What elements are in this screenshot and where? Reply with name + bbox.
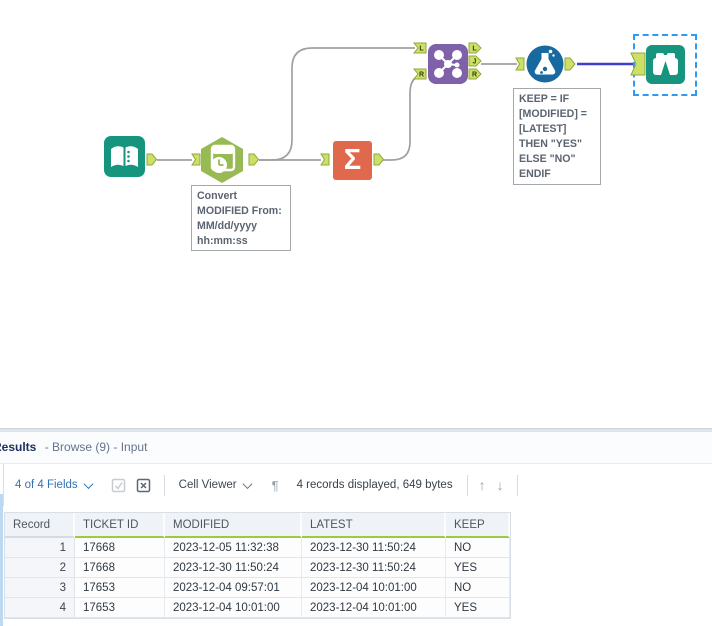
panel-left-strip (0, 494, 3, 626)
cell-latest[interactable]: 2023-12-04 10:01:00 (302, 578, 446, 598)
cell-latest[interactable]: 2023-12-04 10:01:00 (302, 598, 446, 618)
cell-keep[interactable]: NO (446, 578, 510, 598)
browse-tool[interactable] (646, 45, 685, 89)
input-data-icon (104, 136, 145, 177)
cell-viewer-dropdown[interactable]: Cell Viewer (178, 478, 253, 491)
panel-divider[interactable] (0, 428, 712, 432)
cell-ticket-id[interactable]: 17668 (75, 558, 165, 578)
pilcrow-icon[interactable]: ¶ (271, 477, 279, 493)
table-row: 3 17653 2023-12-04 09:57:01 2023-12-04 1… (5, 578, 510, 598)
results-breadcrumb: - Browse (9) - Input (44, 440, 148, 454)
results-title: Results (0, 440, 37, 454)
join-out-R-label: R (472, 72, 477, 79)
input-output-anchor[interactable] (146, 153, 158, 166)
cell-keep[interactable]: YES (446, 598, 510, 618)
join-input-L-anchor[interactable] (412, 42, 427, 54)
sigma-icon: Σ (343, 144, 362, 176)
cell-record[interactable]: 2 (5, 558, 75, 578)
summarize-output-anchor[interactable] (373, 153, 385, 166)
results-panel: Results - Browse (9) - Input 4 of 4 Fiel… (0, 428, 712, 626)
join-in-L-label: L (419, 46, 424, 53)
select-all-checkbox-icon[interactable] (111, 478, 126, 493)
chevron-down-icon (242, 478, 253, 489)
cell-record[interactable]: 3 (5, 578, 75, 598)
connection-wires: L R L J R (146, 42, 646, 166)
column-header-ticket-id[interactable]: TICKET ID (75, 513, 165, 538)
table-row: 4 17653 2023-12-04 10:01:00 2023-12-04 1… (5, 598, 510, 618)
join-in-R-label: R (419, 72, 424, 79)
join-out-J-label: J (473, 59, 477, 66)
wire-datetime-join-L (259, 47, 415, 161)
cell-modified[interactable]: 2023-12-05 11:32:38 (165, 538, 302, 558)
datetime-icon (201, 137, 243, 183)
results-toolbar: 4 of 4 Fields Cell Viewer ¶ 4 records di… (3, 464, 708, 506)
up-arrow-button[interactable]: ↑ (478, 477, 486, 493)
join-tool[interactable] (428, 44, 468, 89)
fields-dropdown-label: 4 of 4 Fields (15, 479, 78, 491)
formula-output-anchor[interactable] (564, 57, 576, 71)
deselect-all-icon[interactable] (136, 478, 151, 493)
wire-summarize-join-R (383, 74, 426, 161)
browse-binoculars-icon (646, 45, 685, 84)
cell-modified[interactable]: 2023-12-04 09:57:01 (165, 578, 302, 598)
cell-modified[interactable]: 2023-12-04 10:01:00 (165, 598, 302, 618)
table-row: 1 17668 2023-12-05 11:32:38 2023-12-30 1… (5, 538, 510, 558)
selection-rectangle (633, 34, 697, 96)
join-output-R-anchor[interactable] (468, 68, 482, 80)
formula-input-anchor[interactable] (515, 57, 525, 71)
input-data-tool[interactable] (104, 136, 145, 182)
records-info: 4 records displayed, 649 bytes (296, 479, 453, 491)
join-icon (428, 44, 468, 84)
formula-annotation[interactable]: KEEP = IF [MODIFIED] = [LATEST] THEN "YE… (513, 88, 601, 185)
cell-latest[interactable]: 2023-12-30 11:50:24 (302, 538, 446, 558)
datetime-annotation[interactable]: Convert MODIFIED From: MM/dd/yyyy hh:mm:… (191, 185, 291, 251)
fields-dropdown[interactable]: 4 of 4 Fields (15, 478, 94, 491)
down-arrow-button[interactable]: ↓ (496, 477, 504, 493)
column-header-keep[interactable]: KEEP (446, 513, 510, 538)
datetime-input-anchor[interactable] (191, 153, 201, 166)
cell-record[interactable]: 4 (5, 598, 75, 618)
cell-record[interactable]: 1 (5, 538, 75, 558)
formula-flask-icon (526, 45, 564, 83)
browse-input-anchor[interactable] (630, 52, 646, 76)
workflow-canvas[interactable]: L R L J R Σ (0, 0, 712, 428)
toolbar-separator (163, 474, 165, 496)
results-table: Record TICKET ID MODIFIED LATEST KEEP 1 … (4, 512, 511, 619)
column-header-record[interactable]: Record (5, 513, 75, 538)
datetime-tool[interactable] (199, 137, 245, 188)
column-header-modified[interactable]: MODIFIED (165, 513, 302, 538)
cell-keep[interactable]: NO (446, 538, 510, 558)
results-title-bar: Results - Browse (9) - Input (0, 432, 712, 464)
join-out-L-label: L (472, 46, 477, 53)
cell-ticket-id[interactable]: 17653 (75, 578, 165, 598)
chevron-down-icon (83, 478, 94, 489)
cell-modified[interactable]: 2023-12-30 11:50:24 (165, 558, 302, 578)
toolbar-separator (466, 474, 468, 496)
toolbar-separator (516, 474, 518, 496)
cell-ticket-id[interactable]: 17653 (75, 598, 165, 618)
column-header-latest[interactable]: LATEST (302, 513, 446, 538)
datetime-output-anchor[interactable] (248, 153, 260, 166)
cell-keep[interactable]: YES (446, 558, 510, 578)
formula-tool[interactable] (526, 45, 564, 88)
join-input-R-anchor[interactable] (412, 68, 427, 80)
table-header-row: Record TICKET ID MODIFIED LATEST KEEP (5, 513, 510, 538)
join-output-L-anchor[interactable] (468, 42, 482, 54)
summarize-input-anchor[interactable] (320, 153, 330, 166)
cell-latest[interactable]: 2023-12-30 11:50:24 (302, 558, 446, 578)
cell-ticket-id[interactable]: 17668 (75, 538, 165, 558)
join-output-J-anchor[interactable] (468, 55, 482, 67)
cell-viewer-label: Cell Viewer (178, 479, 237, 491)
table-row: 2 17668 2023-12-30 11:50:24 2023-12-30 1… (5, 558, 510, 578)
summarize-tool[interactable]: Σ (333, 141, 372, 180)
